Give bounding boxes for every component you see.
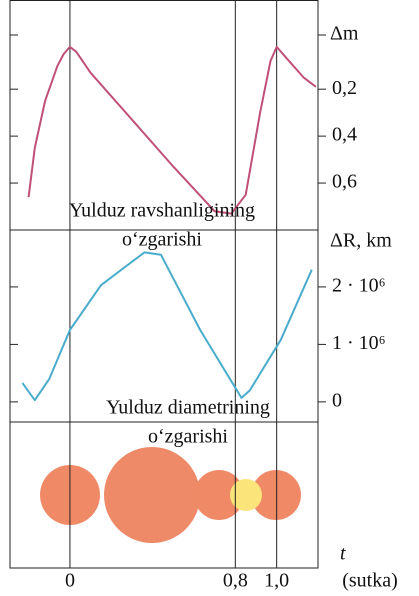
y-tick-label: 0,6 [332, 171, 357, 193]
annotation: Yulduz ravshanligining [69, 200, 255, 222]
y-tick-label: 0,4 [332, 124, 357, 146]
y-axis-label: ΔR, km [330, 230, 392, 252]
x-axis-label: t [340, 543, 346, 565]
line-series [21, 251, 313, 402]
x-tick-label: 0 [65, 570, 75, 592]
star-illustration [40, 447, 301, 543]
x-axis-unit: (sutka) [342, 570, 398, 592]
y-axis-label: Δm [330, 23, 359, 45]
y-tick-label: 0 [332, 389, 342, 411]
star [251, 470, 301, 520]
annotation: o‘zgarishi [148, 426, 228, 448]
frame [9, 0, 319, 569]
y-tick-label: 2 · 10⁶ [332, 275, 386, 297]
annotation: Yulduz diametrining [106, 397, 270, 419]
star-small [230, 479, 262, 511]
annotation: o‘zgarishi [122, 229, 202, 251]
star [194, 470, 244, 520]
y-tick-label: 1 · 10⁶ [332, 332, 386, 354]
x-tick-label: 1,0 [264, 570, 289, 592]
x-tick-label: 0,8 [223, 570, 248, 592]
star [104, 447, 200, 543]
y-tick-label: 0,2 [332, 77, 357, 99]
line-series [27, 45, 317, 215]
